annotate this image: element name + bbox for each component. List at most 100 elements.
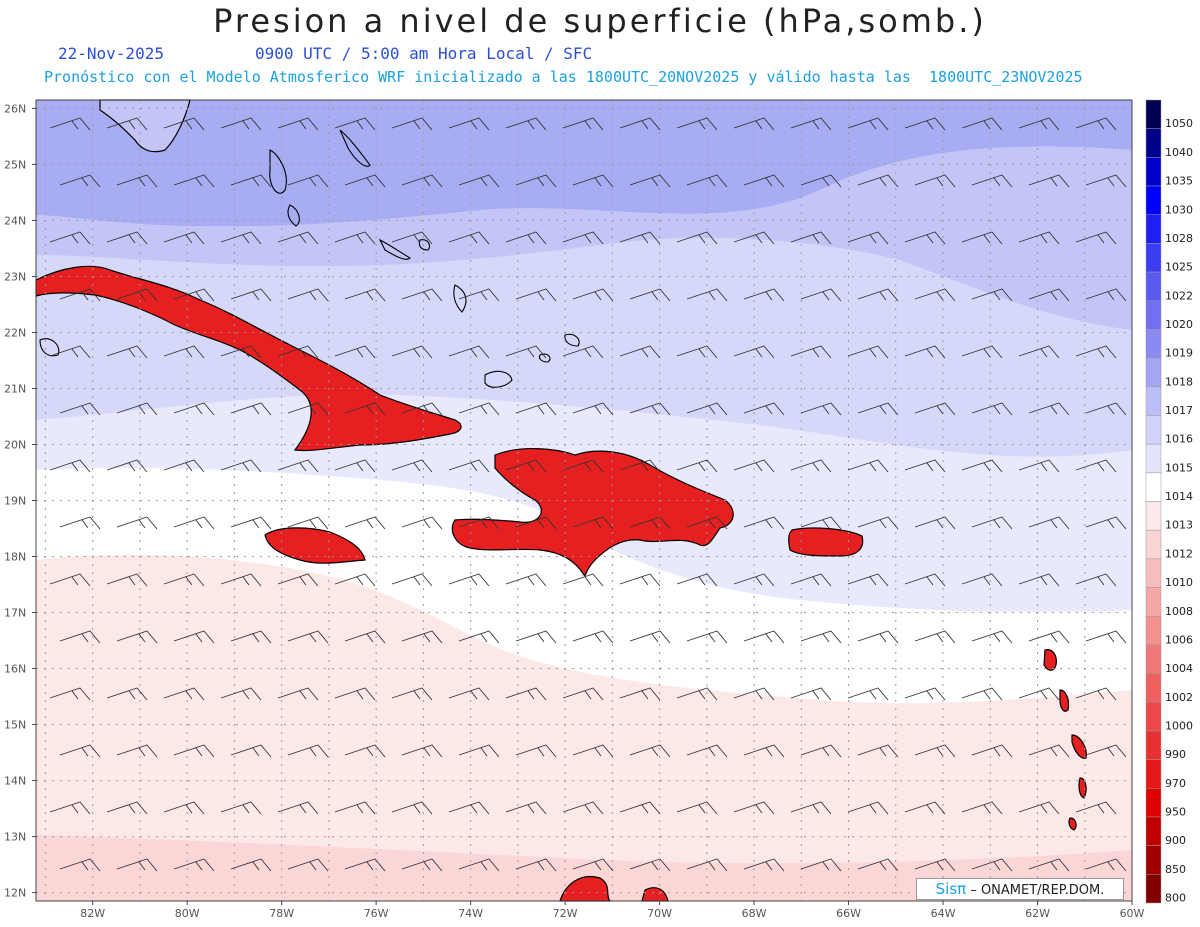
wind-barb: [448, 801, 490, 815]
wind-barb: [562, 801, 604, 815]
date-label: 22-Nov-2025: [58, 44, 164, 63]
legend-swatch: [1145, 415, 1162, 445]
wind-barb: [1075, 117, 1117, 131]
wind-barb: [116, 402, 158, 416]
latitude-label: 21N: [4, 382, 26, 395]
wind-barb: [1075, 573, 1117, 587]
wind-barb: [857, 174, 899, 188]
wind-barb: [277, 687, 319, 701]
wind-barb: [287, 174, 329, 188]
wind-barb: [277, 459, 319, 473]
wind-barb: [287, 288, 329, 302]
wind-barb: [743, 858, 785, 872]
wind-barb: [1075, 801, 1117, 815]
wind-barb: [847, 345, 889, 359]
wind-barb: [857, 744, 899, 758]
wind-barb: [116, 744, 158, 758]
wind-barb: [116, 174, 158, 188]
wind-barb: [1028, 174, 1070, 188]
wind-barb: [458, 744, 500, 758]
wind-barb: [676, 231, 718, 245]
wind-barb: [1085, 744, 1127, 758]
wind-barb: [391, 687, 433, 701]
bahamas-islands: [39, 129, 580, 388]
wind-barb: [230, 516, 272, 530]
wind-barb: [629, 402, 671, 416]
wind-barb: [1085, 858, 1127, 872]
wind-barb: [106, 687, 148, 701]
wind-barb: [287, 630, 329, 644]
wind-barb: [505, 573, 547, 587]
wind-barb: [458, 630, 500, 644]
wind-barb: [914, 174, 956, 188]
longitude-label: 70W: [647, 907, 672, 920]
color-legend: 1050 1040 1035 1030 1028 1025 1022 1020 1019 1018…: [1145, 99, 1193, 905]
wind-barb: [857, 288, 899, 302]
wind-barb: [904, 459, 946, 473]
legend-swatch: [1145, 529, 1162, 560]
legend-label: 1025: [1165, 261, 1193, 274]
wind-barb: [847, 231, 889, 245]
wind-barb: [173, 174, 215, 188]
wind-barb: [572, 516, 614, 530]
wind-barb: [106, 459, 148, 473]
wind-barb: [790, 573, 832, 587]
wind-barb: [733, 687, 775, 701]
wind-barb: [572, 744, 614, 758]
latitude-label: 17N: [4, 607, 26, 620]
legend-swatch: [1145, 472, 1162, 502]
legend-swatch: [1145, 644, 1162, 674]
wind-barb: [448, 687, 490, 701]
wind-barb: [220, 231, 262, 245]
credit-text: – ONAMET/REP.DOM.: [966, 883, 1105, 898]
wind-barb: [961, 117, 1003, 131]
wind-barb: [458, 402, 500, 416]
legend-label: 1035: [1165, 175, 1193, 188]
wind-barb: [562, 231, 604, 245]
wind-barb: [163, 345, 205, 359]
longitude-label: 76W: [364, 907, 389, 920]
wind-barb: [1085, 174, 1127, 188]
wind-barb: [629, 174, 671, 188]
wind-barb: [619, 687, 661, 701]
wind-barb: [686, 288, 728, 302]
wind-barb: [116, 858, 158, 872]
hispaniola-island: [451, 448, 734, 577]
wind-barb: [163, 459, 205, 473]
wind-barb: [562, 345, 604, 359]
legend-label: 1030: [1165, 203, 1193, 216]
wind-barb: [971, 402, 1013, 416]
band-1018: [36, 100, 1132, 227]
wind-barb: [505, 801, 547, 815]
wind-barb: [515, 174, 557, 188]
map-title: Presion a nivel de superficie (hPa,somb.…: [213, 2, 987, 40]
wind-barb: [505, 459, 547, 473]
legend-swatch: [1145, 673, 1162, 703]
legend-swatch: [1145, 702, 1162, 732]
wind-barb: [59, 516, 101, 530]
wind-barb: [1028, 630, 1070, 644]
wind-barb: [743, 402, 785, 416]
wind-barb: [173, 402, 215, 416]
wind-barb: [230, 402, 272, 416]
legend-label: 1006: [1165, 633, 1193, 646]
legend-label: 950: [1165, 806, 1186, 819]
wind-barb: [505, 117, 547, 131]
wind-barb: [401, 858, 443, 872]
wind-barb: [49, 801, 91, 815]
wind-barb: [572, 630, 614, 644]
wind-barb: [1075, 345, 1117, 359]
legend-swatch: [1145, 271, 1162, 302]
wind-barb: [847, 117, 889, 131]
wind-barb: [515, 402, 557, 416]
legend-swatch: [1145, 558, 1162, 588]
legend-swatch: [1145, 730, 1162, 760]
legend-label: 970: [1165, 777, 1186, 790]
wind-barb: [173, 858, 215, 872]
wind-barb: [686, 858, 728, 872]
wind-barb: [629, 288, 671, 302]
wind-barb: [800, 630, 842, 644]
wind-barb: [800, 744, 842, 758]
wind-barb: [857, 630, 899, 644]
wind-barb: [344, 858, 386, 872]
